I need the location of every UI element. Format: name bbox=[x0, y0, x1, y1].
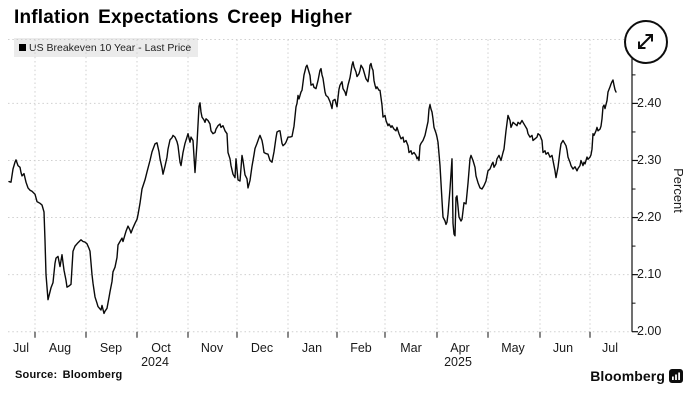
x-tick-label: Apr bbox=[450, 341, 470, 355]
diagonal-resize-arrows-icon bbox=[638, 34, 653, 49]
x-tick-label: Mar bbox=[400, 341, 422, 355]
source-note: Source: Bloomberg bbox=[15, 369, 123, 381]
y-tick-label: 2.40 bbox=[637, 95, 662, 110]
series-line bbox=[8, 61, 617, 315]
bloomberg-wordmark: Bloomberg bbox=[590, 368, 665, 384]
x-tick-label: Jul bbox=[13, 341, 29, 355]
x-tick-label: May bbox=[501, 341, 525, 355]
x-year-label: 2024 bbox=[141, 355, 169, 369]
bloomberg-bar-chart-logo-icon bbox=[669, 369, 683, 383]
legend: US Breakeven 10 Year - Last Price bbox=[14, 38, 199, 57]
x-tick-label: Jul bbox=[602, 341, 618, 355]
y-axis-title: Percent bbox=[670, 168, 686, 213]
x-tick-label: Jan bbox=[301, 341, 323, 355]
legend-series-label: US Breakeven 10 Year - Last Price bbox=[29, 41, 192, 54]
x-tick-label: Aug bbox=[48, 341, 72, 355]
x-tick-label: Sep bbox=[99, 341, 123, 355]
bloomberg-brand: Bloomberg bbox=[590, 368, 683, 384]
y-tick-label: 2.10 bbox=[637, 267, 662, 282]
y-tick-label: 2.00 bbox=[637, 324, 662, 339]
x-tick-label: Dec bbox=[250, 341, 274, 355]
y-tick-label: 2.20 bbox=[637, 210, 662, 225]
expand-button[interactable] bbox=[624, 20, 668, 64]
x-tick-label: Feb bbox=[350, 341, 372, 355]
x-tick-label: Jun bbox=[552, 341, 574, 355]
x-year-label: 2025 bbox=[444, 355, 472, 369]
y-tick-label: 2.30 bbox=[637, 152, 662, 167]
legend-series-marker-icon bbox=[19, 44, 26, 51]
chart-title: Inflation Expectations Creep Higher bbox=[14, 7, 352, 28]
x-tick-label: Nov bbox=[200, 341, 224, 355]
x-tick-label: Oct bbox=[151, 341, 171, 355]
